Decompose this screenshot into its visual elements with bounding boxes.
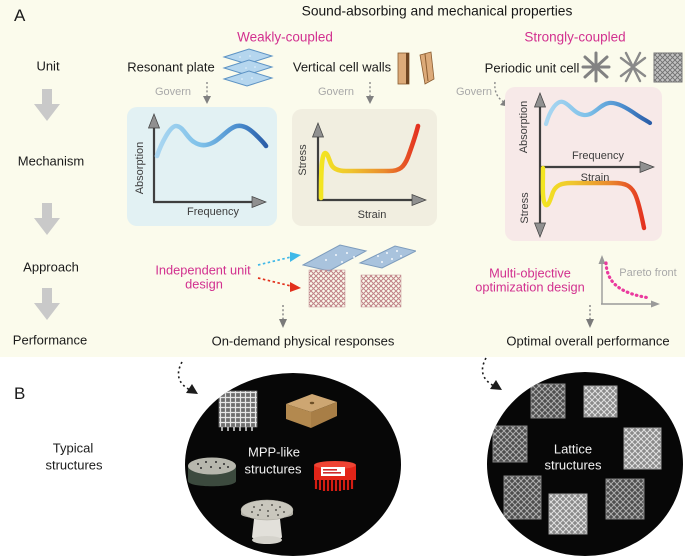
absorption-frequency-plot [147, 113, 269, 209]
chart3-xlabel-bottom: Strain [580, 172, 610, 184]
lattice-photo-cube [503, 475, 542, 520]
lattice-photo-cube [605, 478, 645, 520]
label-weakly-coupled: Weakly-coupled [237, 29, 333, 45]
stress-curve [540, 165, 647, 231]
flow-arrow-icon [34, 288, 60, 320]
combined-property-plot [533, 92, 655, 238]
stress-curve [318, 123, 421, 201]
lattice-blocks-icon [308, 269, 402, 308]
mpp-photo-perforated-disk [188, 457, 236, 487]
absorption-curve [543, 99, 653, 127]
chart3-ylabel-top: Absorption [518, 100, 530, 154]
label-optimization-design: optimization design [475, 279, 585, 295]
label-resonant-plate: Resonant plate [127, 59, 215, 75]
lattice-photo-cube [623, 427, 662, 470]
lattice-photo-cube [492, 425, 528, 463]
flow-arrow-icon [34, 89, 60, 121]
chart1-xlabel: Frequency [187, 206, 239, 218]
mpp-structures-circle: MPP-like structures [185, 373, 401, 556]
lattice-photo-cube [583, 385, 618, 418]
panel-b-label: B [14, 384, 26, 403]
label-govern-middle: Govern [317, 86, 355, 98]
label-mpp-structures: structures [244, 461, 302, 477]
mpp-photo-wood-box [286, 394, 337, 428]
pareto-chart [598, 255, 660, 308]
lattice-photo-cube [548, 493, 588, 535]
stress-strain-plot [311, 122, 427, 207]
label-govern-right: Govern [455, 86, 493, 98]
label-govern-left: Govern [154, 86, 192, 98]
label-periodic-unit-cell: Periodic unit cell [484, 60, 580, 76]
lattice-photo-cube [530, 383, 566, 419]
govern-arrow-icon [203, 82, 211, 104]
label-lattice: Lattice [553, 441, 593, 457]
mpp-photo-lattice-sheet [218, 390, 258, 431]
chart1-ylabel: Absorption [134, 141, 146, 195]
label-strongly-coupled: Strongly-coupled [524, 29, 626, 45]
lattice-structures-circle: Lattice structures [487, 372, 683, 556]
pareto-curve [604, 261, 652, 300]
chart3-ylabel-bottom: Stress [519, 192, 531, 224]
dashed-curved-arrow-icon [177, 361, 198, 394]
row-label-mechanism: Mechanism [17, 153, 85, 169]
dashed-arrow-cyan-icon [257, 252, 301, 266]
label-typical: Typical [52, 440, 94, 456]
absorption-frequency-chart: Absorption Frequency [127, 107, 277, 226]
label-mpp-like: MPP-like [247, 444, 301, 460]
label-typical-structures: structures [45, 457, 103, 473]
dashed-down-arrow-icon [279, 305, 287, 328]
chart2-ylabel: Stress [297, 144, 309, 176]
panel-a-label: A [14, 6, 26, 25]
label-on-demand: On-demand physical responses [211, 333, 395, 349]
combined-property-chart: Absorption Frequency Strain Stress [505, 87, 662, 241]
chart2-xlabel: Strain [357, 209, 387, 221]
label-independent-unit-design: design [185, 276, 223, 292]
cell-walls-icon [397, 51, 435, 85]
govern-arrow-icon [366, 82, 374, 104]
label-optimal-overall: Optimal overall performance [506, 333, 670, 349]
label-independent-unit: Independent unit [155, 262, 251, 278]
resonant-plate-icon [222, 48, 274, 87]
chart3-xlabel-top: Frequency [572, 150, 624, 162]
row-label-performance: Performance [12, 332, 88, 348]
periodic-unit-cell-icon [581, 51, 683, 83]
label-vertical-cell-walls: Vertical cell walls [292, 59, 392, 75]
stress-strain-chart: Stress Strain [292, 109, 437, 226]
dashed-arrow-red-icon [257, 277, 301, 292]
label-lattice-structures: structures [544, 457, 602, 473]
perforated-plates-icon [302, 244, 416, 272]
flow-arrow-icon [34, 203, 60, 235]
figure-title: Sound-absorbing and mechanical propertie… [301, 3, 573, 19]
dashed-curved-arrow-icon [481, 357, 502, 390]
row-label-approach: Approach [23, 259, 79, 275]
mpp-photo-disk-sample [240, 499, 294, 544]
absorption-curve [154, 123, 269, 159]
label-pareto-front: Pareto front [619, 267, 677, 279]
label-multi-objective: Multi-objective [489, 265, 571, 281]
dashed-down-arrow-icon [586, 305, 594, 328]
mpp-photo-red-absorber [314, 461, 356, 491]
row-label-unit: Unit [36, 58, 60, 74]
